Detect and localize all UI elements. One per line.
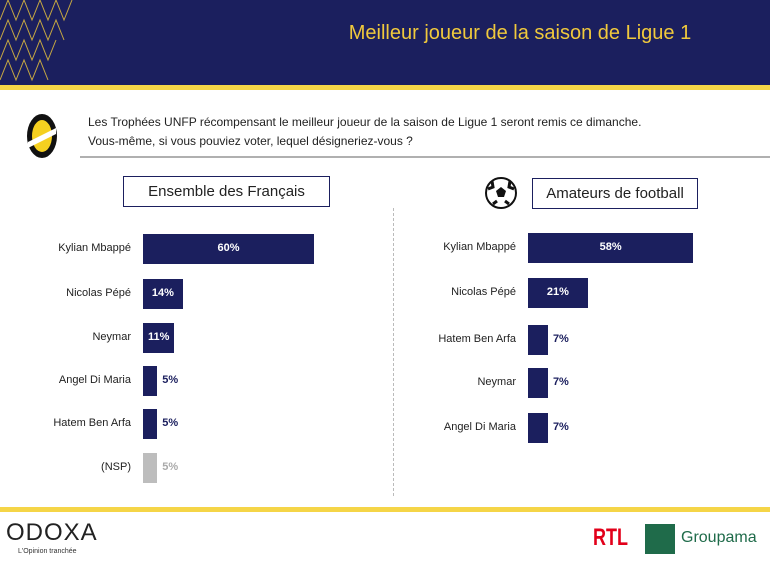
value-label: 7% [552,421,569,433]
value-label: 14% [151,287,174,299]
value-label: 7% [552,333,569,345]
category-label: Hatem Ben Arfa [53,417,131,429]
category-label: Kylian Mbappé [443,241,516,253]
groupama-logo-icon [645,524,675,554]
odoxa-logo: ODOXA [6,519,98,546]
divider [80,156,770,158]
value-label: 5% [162,417,179,429]
bar [528,368,548,398]
bar [528,325,548,355]
category-label: Nicolas Pépé [451,286,516,298]
chart-title-ensemble: Ensemble des Français [123,176,330,207]
category-label: Hatem Ben Arfa [438,333,516,345]
chevron-pattern-icon [0,0,73,82]
value-label: 7% [552,376,569,388]
category-label: Nicolas Pépé [66,287,131,299]
bar [143,453,158,483]
question-line-2: Vous-même, si vous pouviez voter, lequel… [88,134,413,148]
category-label: Neymar [92,331,131,343]
chart-title-amateurs: Amateurs de football [532,178,698,209]
rtl-logo: RTL [593,524,628,551]
divider [0,507,770,512]
header: Meilleur joueur de la saison de Ligue 1 [0,0,770,85]
divider [0,85,770,90]
value-label: 60% [217,242,240,254]
bar [143,409,158,439]
bar [528,278,588,308]
question-line-1: Les Trophées UNFP récompensant le meille… [88,115,642,129]
bar [528,233,694,263]
value-label: 11% [147,331,170,343]
category-label: Angel Di Maria [443,421,516,433]
divider [393,208,394,496]
bar [143,366,158,396]
category-label: Kylian Mbappé [58,242,131,254]
bar [143,279,183,309]
groupama-logo: Groupama [681,529,757,546]
value-label: 5% [162,374,179,386]
category-label: Neymar [477,376,516,388]
question-text: Les Trophées UNFP récompensant le meille… [88,113,641,151]
page-title: Meilleur joueur de la saison de Ligue 1 [348,22,692,44]
value-label: 58% [599,241,622,253]
bar [143,323,175,353]
football-icon [485,177,517,209]
category-label: Angel Di Maria [58,374,131,386]
bar [528,413,548,443]
bar [143,234,314,264]
value-label: 21% [546,286,569,298]
category-label: (NSP) [101,461,131,473]
odoxa-tagline: L'Opinion tranchée [18,548,77,555]
odoxa-question-icon [27,114,57,158]
value-label: 5% [162,461,179,473]
